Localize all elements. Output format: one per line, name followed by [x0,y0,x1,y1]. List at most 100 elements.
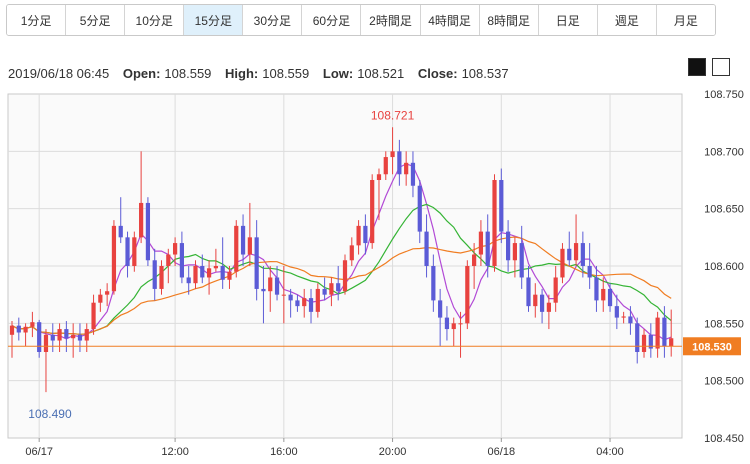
candle-body [533,294,538,307]
candle [533,283,538,318]
candle [308,288,314,324]
candle-body [57,329,62,341]
open-label: Open: [122,66,161,81]
candle [560,243,565,284]
candle [648,323,653,358]
candle-body [268,277,273,292]
candle [349,237,354,266]
tab-9[interactable]: 日足 [538,5,598,35]
candle [662,306,667,358]
candle [363,214,368,255]
candle [274,266,280,301]
candle [200,254,205,284]
candle [342,254,348,295]
candle-body [322,288,327,295]
candle [152,248,157,301]
candle-body [71,334,76,339]
candle-body [628,316,633,324]
candle-body [539,294,545,312]
candle-body [492,180,497,266]
tab-3[interactable]: 15分足 [184,5,244,35]
candle-body [417,185,422,232]
candle-body [37,322,42,352]
candle-body [206,268,212,278]
candle [635,317,640,364]
x-tick-label: 12:00 [161,446,189,458]
candle [410,151,416,198]
tab-8[interactable]: 8時間足 [479,5,539,35]
tab-10[interactable]: 週足 [597,5,657,35]
tab-7[interactable]: 4時間足 [420,5,480,35]
candle [125,231,130,278]
candle [444,306,450,341]
candle [302,288,307,318]
candle [512,237,518,278]
candle [118,197,123,244]
candle-body [505,231,511,261]
tab-11[interactable]: 月足 [656,5,715,35]
candle [458,311,463,358]
candle-body [370,180,375,244]
candle-body [166,254,171,266]
candle-body [329,283,334,295]
candle [254,220,259,301]
candle [553,266,558,312]
candle-body [662,317,667,347]
candle [438,288,443,347]
candle [71,323,76,358]
candle [397,139,402,186]
candle-body [125,237,130,266]
candle-body [30,322,35,327]
candle-body [336,283,341,292]
candle-body [519,243,524,278]
candle [16,317,21,341]
candle-body [376,174,382,180]
candle-body [274,277,280,295]
candle-body [139,202,144,238]
candle [628,306,633,335]
y-tick-label: 108.750 [704,89,744,101]
candle-body [227,271,232,280]
tab-0[interactable]: 1分足 [7,5,67,35]
candle [336,266,341,301]
candle-body [288,294,293,301]
candle [505,220,511,272]
tab-6[interactable]: 2時間足 [361,5,421,35]
candle-body [64,329,69,339]
candle-body [132,237,137,266]
candle [329,277,334,307]
candle-body [465,266,470,324]
candle-body [111,225,117,292]
candle [573,214,579,266]
y-tick-label: 108.600 [704,261,744,273]
candle-body [594,277,599,301]
candle-body [641,334,647,352]
current-price-badge [683,337,741,356]
candle-body [220,266,225,280]
tab-5[interactable]: 60分足 [302,5,362,35]
candle-body [9,325,15,335]
candle [9,321,15,358]
tab-2[interactable]: 10分足 [125,5,185,35]
candle-body [410,162,416,186]
dark-theme-button[interactable] [688,58,706,76]
candle [234,220,239,278]
candle [37,319,42,358]
y-tick-label: 108.700 [704,146,744,158]
candle-body [431,266,436,301]
candle-body [356,225,361,246]
y-tick-label: 108.550 [704,318,744,330]
candle [77,323,83,352]
candle-body [302,298,307,307]
candle [57,323,62,352]
open-value: 108.559 [164,66,212,81]
tab-4[interactable]: 30分足 [243,5,303,35]
low-value: 108.521 [357,66,405,81]
tab-1[interactable]: 5分足 [66,5,126,35]
candle [43,329,49,393]
candle-body [186,277,191,284]
candle-body [254,237,259,289]
candle [390,127,395,175]
light-theme-button[interactable] [712,58,730,76]
high-value: 108.559 [262,66,310,81]
